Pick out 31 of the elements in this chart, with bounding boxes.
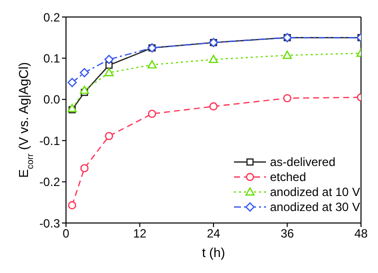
legend-label: etched xyxy=(270,170,306,184)
x-tick-label: 48 xyxy=(354,226,368,241)
point xyxy=(208,54,218,64)
point xyxy=(68,201,76,210)
point xyxy=(68,78,77,88)
point xyxy=(80,68,90,78)
point xyxy=(104,54,114,64)
point xyxy=(209,102,218,111)
x-tick-label: 36 xyxy=(280,226,294,241)
y-tick-label: -0.2 xyxy=(39,175,60,190)
y-tick-label: -0.3 xyxy=(39,216,60,230)
x-tick-label: 24 xyxy=(206,226,220,241)
point xyxy=(283,94,292,102)
point xyxy=(282,50,292,59)
x-tick-label: 0 xyxy=(62,226,70,241)
point xyxy=(147,60,157,68)
point xyxy=(104,132,114,140)
x-axis-title: t (h) xyxy=(202,245,226,260)
y-tick-label: 0.2 xyxy=(43,10,60,24)
y-tick-label: -0.1 xyxy=(39,134,60,148)
legend-label: anodized at 30 V xyxy=(270,200,360,214)
point xyxy=(104,68,114,76)
y-tick-label: 0.0 xyxy=(43,92,60,107)
point xyxy=(148,110,156,118)
point xyxy=(80,86,90,94)
point xyxy=(80,164,89,172)
point xyxy=(68,104,77,112)
x-tick-label: 12 xyxy=(133,226,147,241)
legend-label: as-delivered xyxy=(270,154,336,168)
y-tick-label: 0.1 xyxy=(43,51,60,66)
legend-label: anodized at 10 V xyxy=(270,184,360,198)
